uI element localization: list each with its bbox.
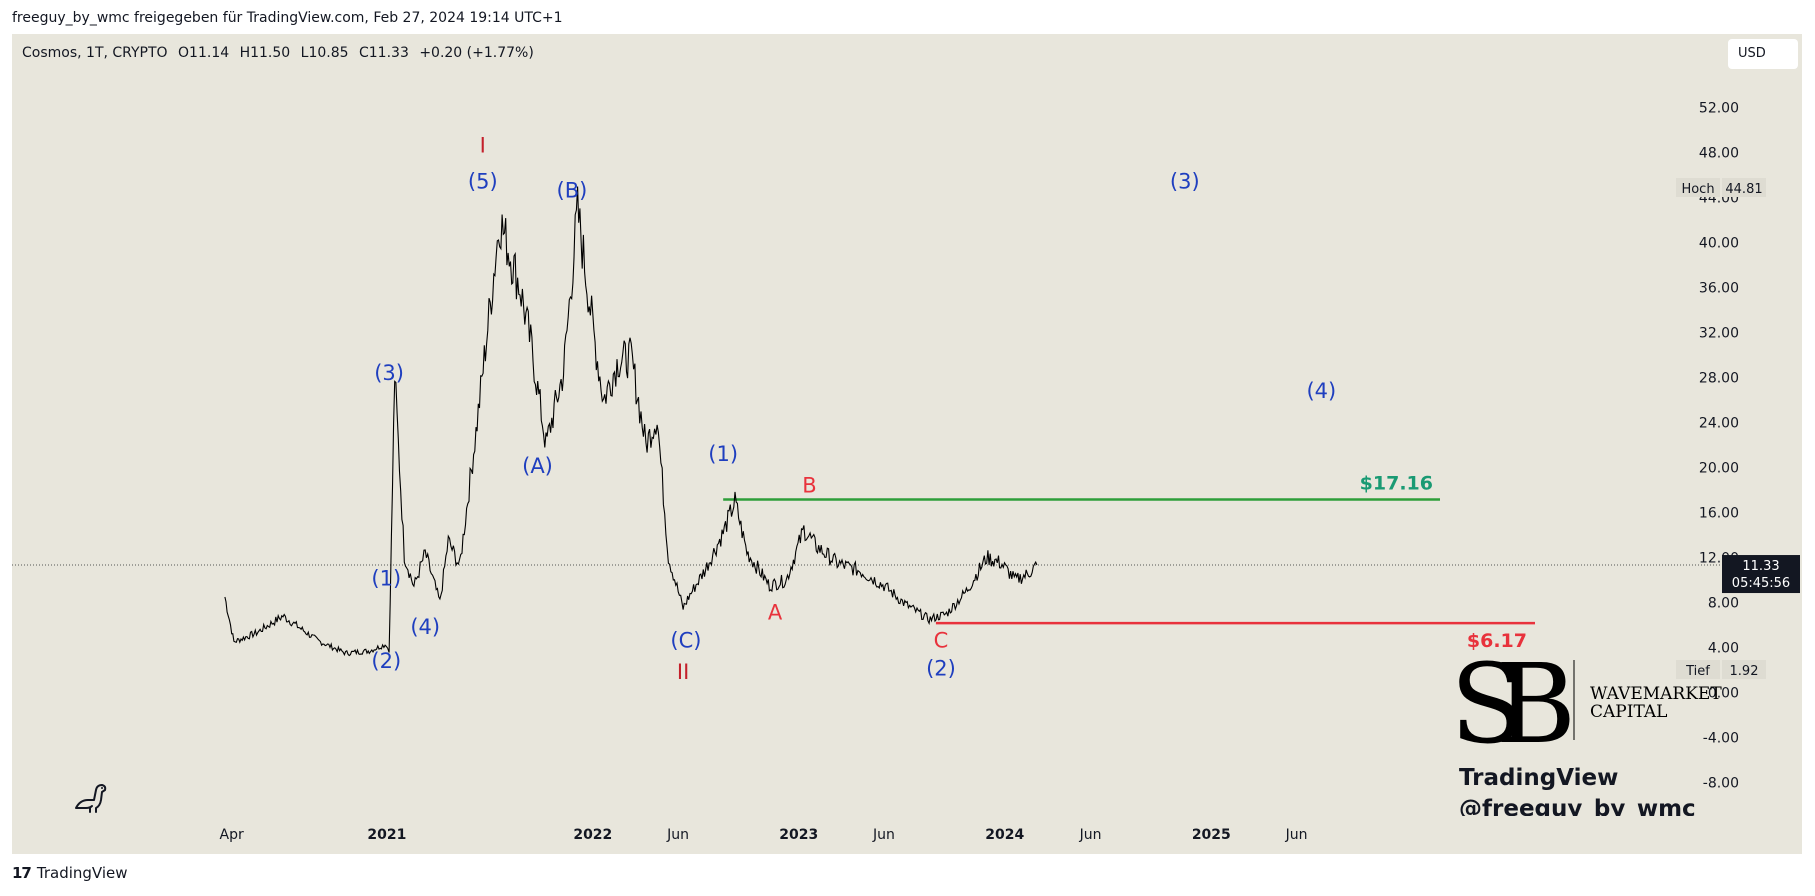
wave-label: (1)	[708, 442, 738, 466]
brand-logo-letters: SB	[1450, 640, 1570, 768]
y-tick-label: -4.00	[1703, 731, 1739, 747]
x-tick-label: 2021	[367, 827, 406, 843]
change-value: +0.20 (+1.77%)	[419, 45, 534, 61]
y-tick-label: 28.00	[1699, 371, 1739, 387]
wave-label: C	[934, 629, 949, 653]
support-level-label: $6.17	[1467, 630, 1527, 652]
currency-button[interactable]: USD	[1728, 39, 1798, 69]
brand-name-line1: WAVEMARKET	[1590, 684, 1722, 704]
wave-label: II	[677, 660, 689, 684]
watermark-line1: TradingView	[1459, 765, 1618, 791]
wave-label: (2)	[926, 657, 956, 681]
watermark-line2: @freeguy_by_wmc	[1459, 796, 1696, 822]
low-marker-value-bg	[1722, 660, 1766, 679]
open-value: O11.14	[178, 45, 230, 61]
x-tick-label: Jun	[872, 827, 895, 843]
symbol-legend: Cosmos, 1T, CRYPTO O11.14 H11.50 L10.85 …	[22, 45, 540, 61]
dinosaur-icon[interactable]	[72, 780, 108, 818]
footer-brand-label: TradingView	[36, 864, 128, 882]
countdown-value: 05:45:56	[1732, 576, 1790, 591]
y-tick-label: 52.00	[1699, 101, 1739, 117]
wave-label: (A)	[522, 454, 553, 478]
x-tick-label: Jun	[1285, 827, 1308, 843]
wave-label: A	[768, 600, 783, 624]
x-tick-label: Jun	[1079, 827, 1102, 843]
wave-label: (5)	[468, 170, 498, 194]
y-tick-label: 16.00	[1699, 506, 1739, 522]
y-tick-label: 40.00	[1699, 236, 1739, 252]
attribution-text: freeguy_by_wmc freigegeben für TradingVi…	[12, 10, 563, 26]
wave-label: (1)	[371, 567, 401, 591]
footer-brand[interactable]: 17 TradingView	[12, 864, 128, 882]
low-marker-label-bg	[1676, 660, 1720, 679]
wave-label: (4)	[1306, 379, 1336, 403]
wave-label: (B)	[557, 179, 588, 203]
low-marker-value: 1.92	[1730, 664, 1759, 679]
wave-label: B	[802, 473, 816, 497]
x-tick-label: 2024	[985, 827, 1024, 843]
x-tick-label: Apr	[220, 827, 244, 843]
x-tick-label: 2025	[1192, 827, 1231, 843]
y-tick-label: 8.00	[1708, 596, 1739, 612]
wave-label: (4)	[410, 615, 440, 639]
current-price-tag	[1722, 555, 1800, 594]
y-tick-label: 48.00	[1699, 146, 1739, 162]
price-series-line	[224, 186, 1038, 657]
y-tick-label: 32.00	[1699, 326, 1739, 342]
low-value: L10.85	[300, 45, 349, 61]
y-tick-label: 24.00	[1699, 416, 1739, 432]
y-tick-label: 20.00	[1699, 461, 1739, 477]
wave-label: I	[480, 134, 486, 158]
wave-label: (3)	[374, 361, 404, 385]
y-tick-label: 4.00	[1708, 641, 1739, 657]
wave-label: (2)	[371, 649, 401, 673]
tradingview-logo-icon: 17	[12, 864, 32, 882]
high-marker-label-bg	[1676, 178, 1720, 197]
wave-label: (C)	[670, 629, 701, 653]
close-value: C11.33	[359, 45, 409, 61]
high-value: H11.50	[239, 45, 291, 61]
brand-name-line2: CAPITAL	[1590, 702, 1667, 722]
resistance-level-label: $17.16	[1360, 472, 1433, 494]
wave-label: (3)	[1170, 170, 1200, 194]
low-marker-label: Tief	[1685, 664, 1710, 679]
high-marker-value: 44.81	[1725, 182, 1762, 197]
current-price-value: 11.33	[1742, 559, 1779, 574]
x-tick-label: 2022	[573, 827, 612, 843]
y-tick-label: 36.00	[1699, 281, 1739, 297]
y-tick-label: -8.00	[1703, 776, 1739, 792]
y-tick-label: 0.00	[1708, 686, 1739, 702]
high-marker-label: Hoch	[1681, 182, 1714, 197]
high-marker-value-bg	[1722, 178, 1766, 197]
x-tick-label: Jun	[666, 827, 689, 843]
symbol-name[interactable]: Cosmos, 1T, CRYPTO	[22, 45, 168, 61]
x-tick-label: 2023	[779, 827, 818, 843]
chart-frame[interactable]	[12, 34, 1802, 854]
